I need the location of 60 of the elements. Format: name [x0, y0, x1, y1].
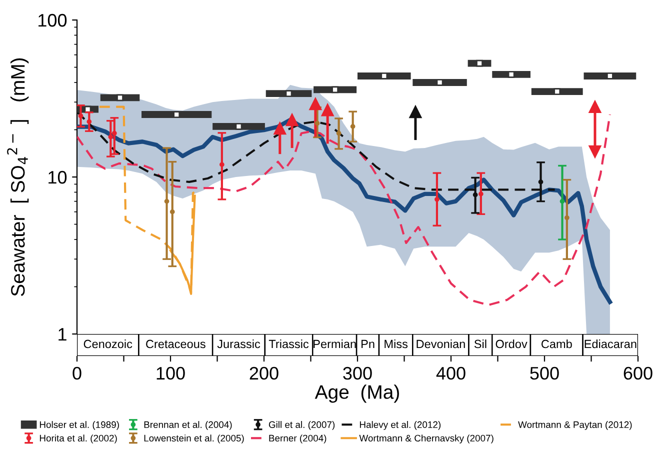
x-tick-label: 200	[250, 366, 278, 380]
x-axis-title: Age (Ma)	[314, 384, 399, 403]
x-tick-label: 0	[72, 366, 82, 380]
point	[309, 98, 322, 110]
point	[86, 119, 92, 124]
point	[219, 162, 224, 167]
y-tick-label: 1	[58, 328, 66, 341]
x-tick-label: 300	[343, 366, 372, 380]
series-label: Ediacaran	[584, 339, 636, 348]
series-label: Permian	[314, 339, 356, 348]
point	[78, 113, 84, 118]
point	[274, 122, 286, 135]
point	[538, 180, 544, 184]
point	[476, 60, 483, 67]
point	[478, 192, 484, 196]
legend-label: Lowenstein et al. (2005)	[144, 434, 244, 444]
series-label: Pn	[362, 340, 374, 348]
y-axis-title: Seawater [ SO$_{4}$$^{2−}$ ] (mM)	[7, 58, 29, 296]
point	[564, 215, 570, 220]
series-label: Ordov	[496, 339, 528, 348]
y-tick-label: 100	[38, 14, 67, 27]
point	[332, 86, 339, 94]
series-label: Miss	[384, 339, 408, 348]
point	[336, 130, 342, 136]
point	[286, 114, 298, 126]
legend-label: Horita et al. (2002)	[40, 434, 117, 444]
point	[314, 120, 320, 126]
legend-label: Wortmann & Chernavsky (2007)	[359, 434, 494, 444]
point	[434, 196, 440, 202]
point	[108, 134, 114, 140]
series-label: Devonian	[416, 339, 465, 348]
point	[164, 198, 170, 204]
legend-label: Holser et al. (1989)	[40, 421, 119, 430]
point	[588, 100, 602, 114]
legend-label: Wortmann & Paytan (2012)	[518, 421, 632, 430]
series-label: Camb	[542, 339, 572, 348]
legend-label: Berner (2004)	[269, 434, 326, 444]
legend-label: Halevy et al. (2012)	[360, 421, 441, 430]
series-label: Jurassic	[217, 339, 260, 348]
series-label: Cenozoic	[84, 339, 132, 348]
series-label: Sil	[474, 339, 486, 348]
point	[170, 209, 175, 214]
point	[560, 198, 565, 204]
legend-label: Gill et al. (2007)	[268, 421, 335, 430]
point	[588, 145, 602, 158]
series-label: Cretaceous	[146, 340, 206, 348]
x-tick-label: 500	[530, 366, 559, 380]
x-tick-label: 600	[624, 366, 652, 380]
point	[350, 124, 356, 129]
y-tick-label: 10	[48, 170, 67, 184]
point	[472, 192, 478, 198]
line-series	[98, 106, 197, 295]
series-label: Triassic	[268, 339, 309, 348]
x-tick-label: 400	[436, 366, 466, 380]
legend-label: Brennan et al. (2004)	[144, 421, 232, 430]
point	[409, 106, 422, 118]
point	[321, 104, 334, 116]
point	[116, 94, 124, 102]
x-tick-label: 100	[156, 366, 185, 380]
point	[112, 130, 117, 136]
